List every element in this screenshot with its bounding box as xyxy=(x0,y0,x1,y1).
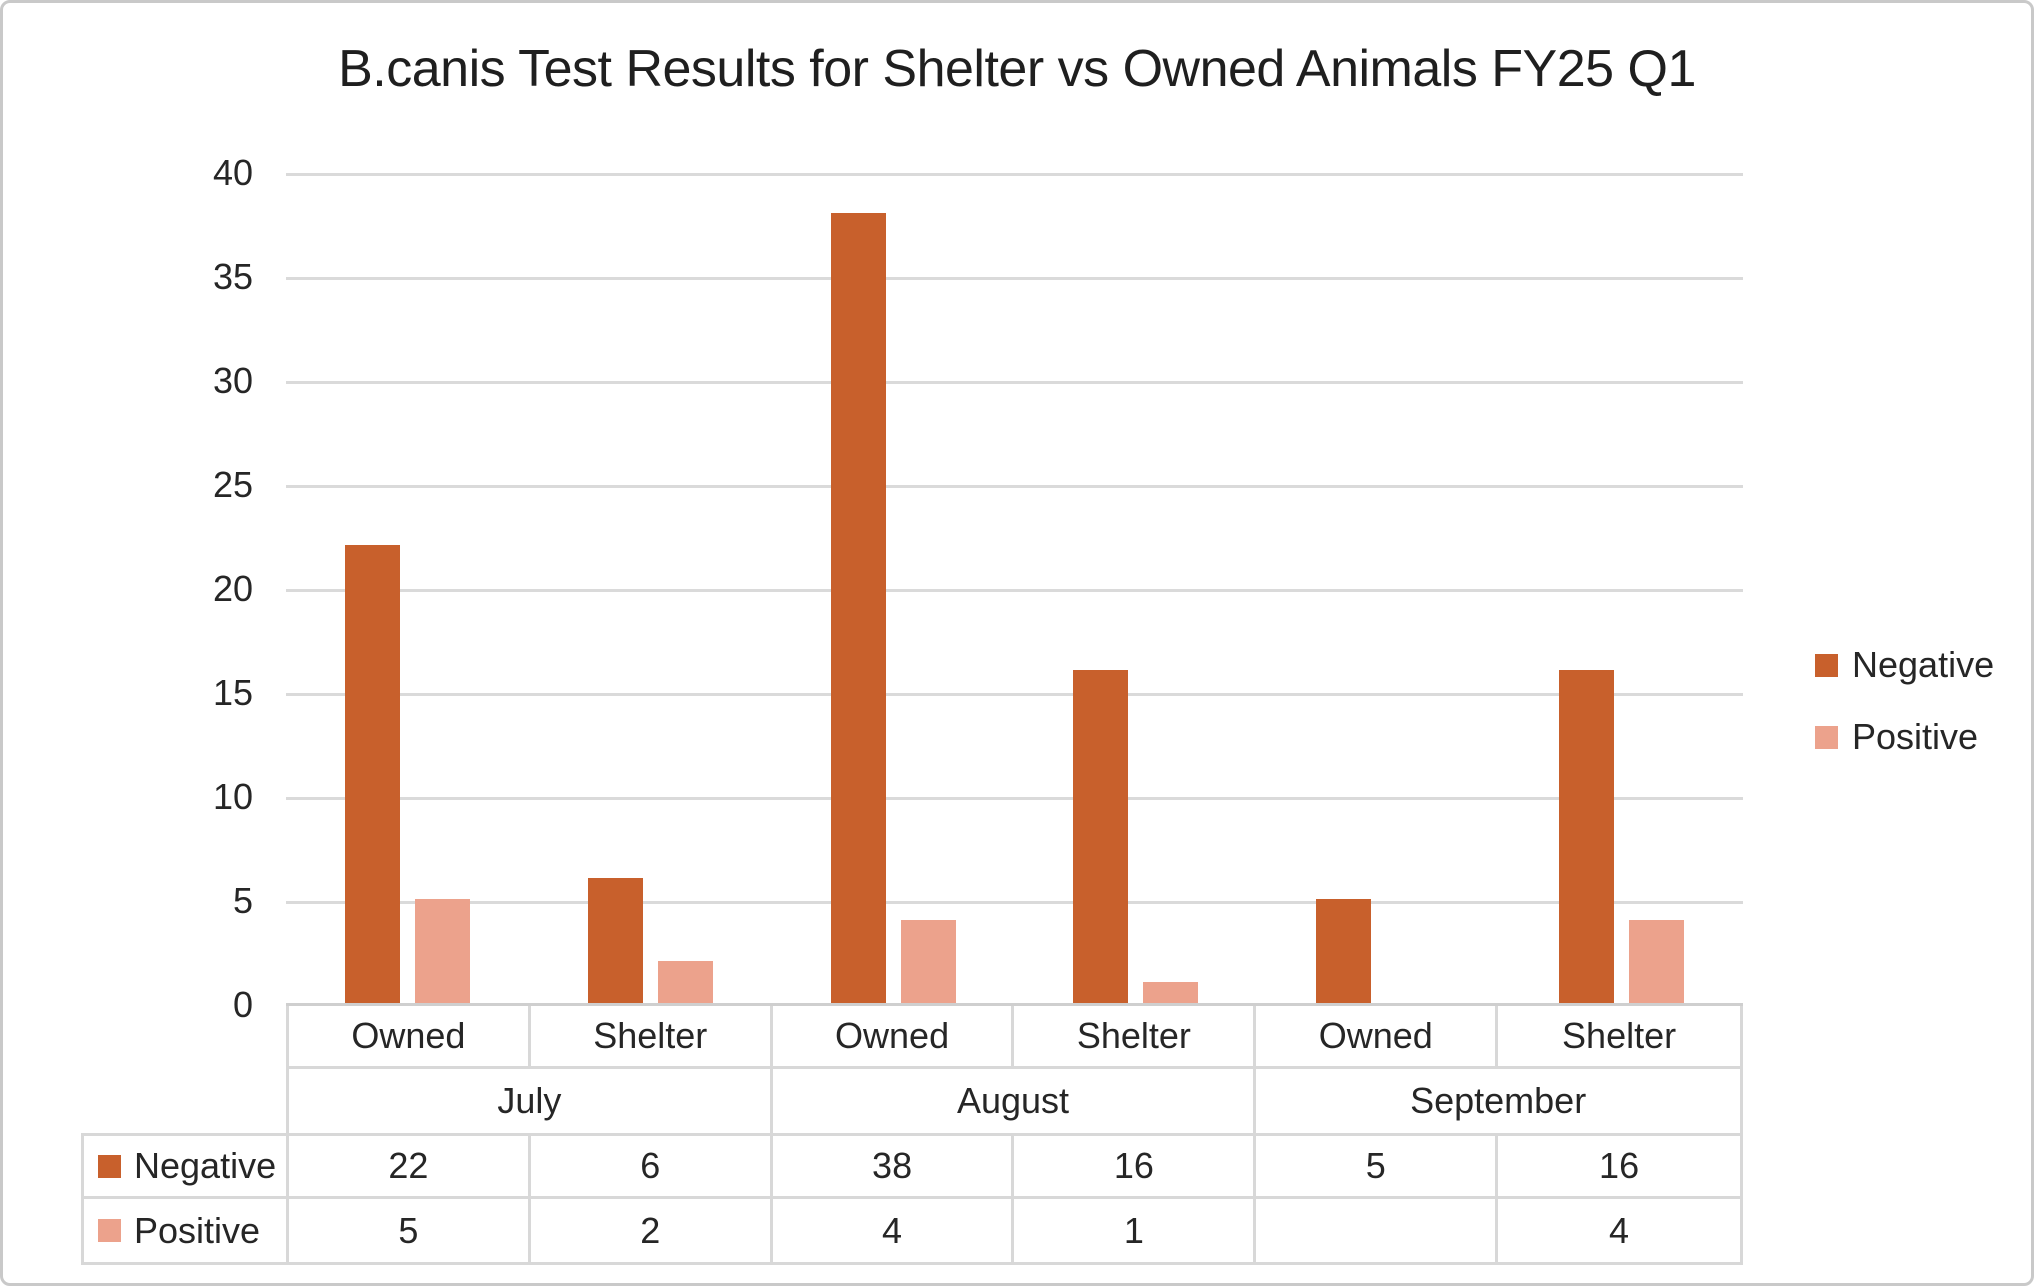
value-cell-positive-0: 5 xyxy=(289,1199,531,1262)
y-tick-label-0: 0 xyxy=(232,984,253,1025)
value-cell-positive-3: 1 xyxy=(1014,1199,1257,1262)
legend-label-positive: Positive xyxy=(1852,716,1979,757)
month-cell-july: July xyxy=(289,1069,773,1133)
category-row: Owned Shelter Owned Shelter Owned Shelter xyxy=(286,1006,1743,1069)
bar-august-owned-positive xyxy=(901,920,956,1003)
legend-entry-positive: Positive xyxy=(1815,715,1978,759)
legend-swatch-negative xyxy=(1815,653,1838,677)
value-cell-negative-3: 16 xyxy=(1014,1136,1257,1196)
y-tick-label-25: 25 xyxy=(212,464,253,505)
legend-swatch-positive xyxy=(1815,725,1838,749)
gridline-15 xyxy=(286,693,1743,696)
series-row-label: Positive xyxy=(134,1209,261,1251)
month-row: July August September xyxy=(286,1069,1743,1133)
category-cell-2: Owned xyxy=(773,1006,1015,1066)
legend-label-negative: Negative xyxy=(1852,644,1995,685)
gridline-10 xyxy=(286,797,1743,800)
bar-july-owned-positive xyxy=(415,899,470,1003)
value-cell-positive-5: 4 xyxy=(1609,1209,1630,1251)
category-cell-0: Owned xyxy=(289,1006,531,1066)
month-cell-september: September xyxy=(1410,1080,1587,1121)
value-cell-negative-0: 22 xyxy=(289,1136,531,1196)
y-tick-label-35: 35 xyxy=(212,256,253,297)
category-cell-3: Shelter xyxy=(1014,1006,1257,1066)
gridline-20 xyxy=(286,589,1743,592)
series-row-header-positive: Positive xyxy=(84,1199,289,1262)
value-cell-positive-2: 4 xyxy=(773,1199,1015,1262)
value-cell-negative-1: 6 xyxy=(531,1136,773,1196)
y-tick-label-10: 10 xyxy=(212,776,253,817)
gridline-5 xyxy=(286,901,1743,904)
bar-september-shelter-positive xyxy=(1629,920,1684,1003)
bar-august-shelter-positive xyxy=(1143,982,1198,1003)
chart-title: B.canis Test Results for Shelter vs Owne… xyxy=(338,40,1696,98)
series-row-label: Negative xyxy=(134,1145,277,1186)
month-cell-august: August xyxy=(773,1069,1257,1133)
category-cell-5: Shelter xyxy=(1562,1015,1677,1056)
series-row-positive: Positive 5 2 4 1 4 xyxy=(81,1199,1743,1265)
value-cell-negative-2: 38 xyxy=(773,1136,1015,1196)
gridline-35 xyxy=(286,277,1743,280)
bar-july-shelter-positive xyxy=(658,961,713,1003)
value-cell-positive-1: 2 xyxy=(531,1199,773,1262)
legend-entry-negative: Negative xyxy=(1815,643,1994,687)
series-key-swatch-negative xyxy=(98,1154,121,1178)
y-tick-label-20: 20 xyxy=(212,568,253,609)
bar-september-shelter-negative xyxy=(1559,670,1614,1003)
y-tick-label-30: 30 xyxy=(212,360,253,401)
y-tick-label-40: 40 xyxy=(212,152,253,193)
bar-september-owned-negative xyxy=(1316,899,1371,1003)
gridline-40 xyxy=(286,173,1743,176)
gridline-30 xyxy=(286,381,1743,384)
value-cell-positive-4 xyxy=(1256,1199,1499,1262)
series-key-swatch-positive xyxy=(98,1219,121,1242)
value-cell-negative-5: 16 xyxy=(1599,1145,1640,1186)
series-row-header-negative: Negative xyxy=(84,1136,289,1196)
y-tick-label-5: 5 xyxy=(232,880,253,921)
bar-july-owned-negative xyxy=(345,545,400,1003)
gridline-25 xyxy=(286,485,1743,488)
series-row-negative: Negative 22 6 38 16 5 16 xyxy=(81,1133,1743,1199)
x-axis-line xyxy=(286,1003,1743,1006)
category-cell-1: Shelter xyxy=(531,1006,773,1066)
bar-july-shelter-negative xyxy=(588,878,643,1003)
y-tick-label-15: 15 xyxy=(212,672,253,713)
bar-august-shelter-negative xyxy=(1073,670,1128,1003)
category-cell-4: Owned xyxy=(1256,1006,1499,1066)
value-cell-negative-4: 5 xyxy=(1256,1136,1499,1196)
bar-august-owned-negative xyxy=(831,213,886,1003)
